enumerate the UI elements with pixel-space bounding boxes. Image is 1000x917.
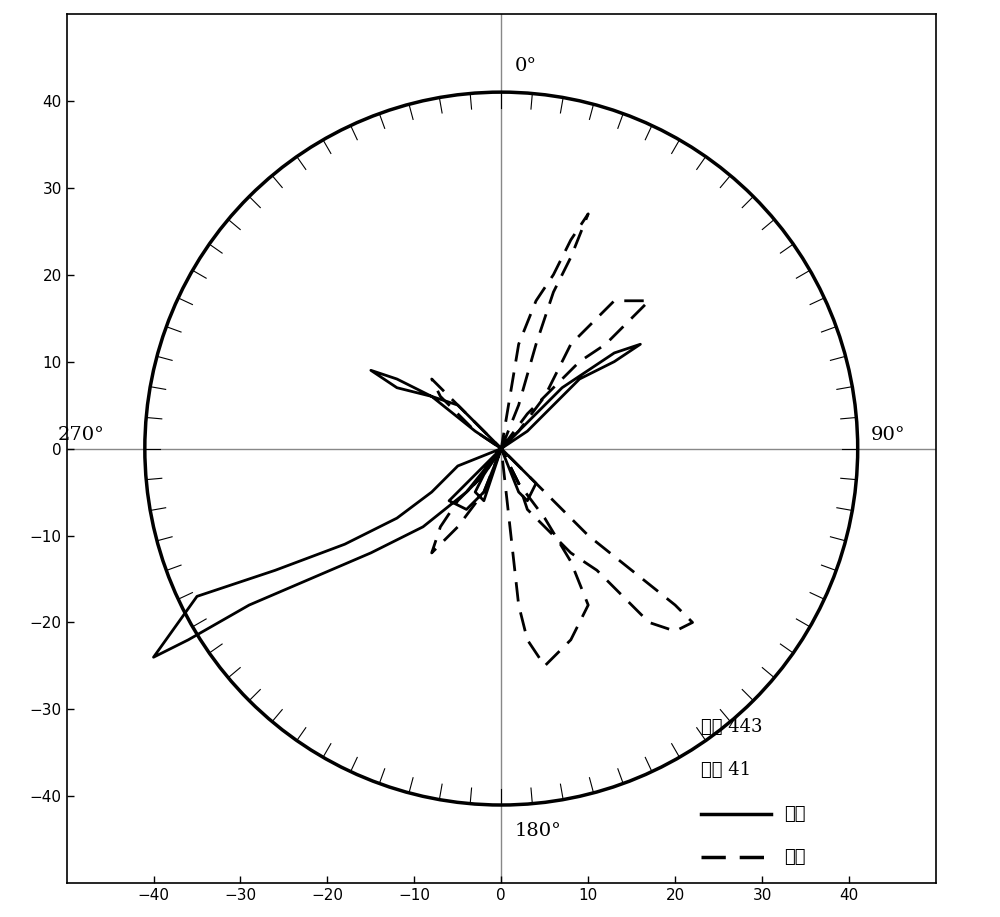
Text: 180°: 180° [514,823,561,840]
Text: 倾角: 倾角 [784,848,805,867]
Text: 270°: 270° [58,426,105,444]
Text: 总数 443: 总数 443 [701,718,763,735]
Text: 0°: 0° [514,57,536,75]
Text: 倾向: 倾向 [784,805,805,823]
Text: 90°: 90° [871,426,905,444]
Text: 半径 41: 半径 41 [701,761,751,779]
